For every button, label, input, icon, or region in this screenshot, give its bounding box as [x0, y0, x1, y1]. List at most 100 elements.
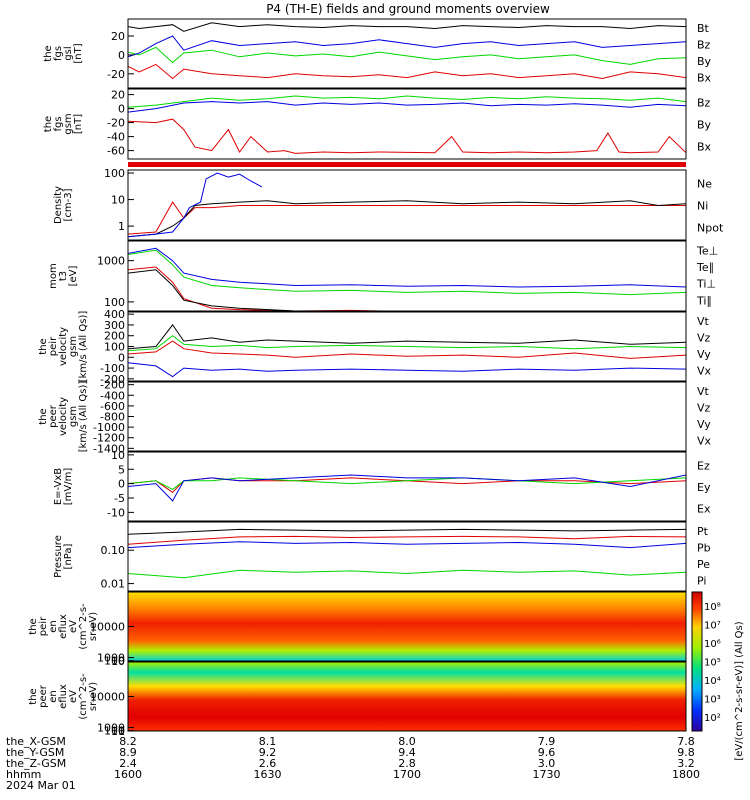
y-tick-label: -200: [100, 373, 125, 386]
y-tick-label: 100: [104, 725, 125, 738]
y-axis-label-line: en: [48, 620, 59, 633]
y-axis-label-line: [mV/m]: [63, 468, 74, 506]
legend-entry: Bz: [697, 97, 711, 110]
y-tick-label: 10: [111, 655, 125, 668]
panel-efield: 105 0-5-10 E=-VxB [mV/m] Ez Ey Ex: [53, 449, 711, 522]
y-axis-label-line: Pressure: [53, 535, 64, 578]
legend-entry: Vy: [697, 348, 711, 361]
data-quality-bar: [128, 162, 686, 167]
colorbar-label: [eV/(cm^2-s-sr-eV)] (All Qs): [734, 621, 745, 760]
y-axis-label-line: sr-eV): [88, 682, 99, 711]
legend-entry: Bx: [697, 71, 712, 84]
x-tick-label: 3.2: [677, 757, 695, 770]
x-tick-label: 2.4: [119, 757, 137, 770]
y-tick-label: -1000: [93, 421, 125, 434]
x-tick-label: 7.9: [538, 735, 556, 748]
x-tick-label: 2.8: [398, 757, 416, 770]
colorbar-tick-label: 10⁴: [704, 676, 721, 687]
y-axis-label-line: sr-eV): [88, 612, 99, 641]
y-tick-label: 100: [104, 655, 125, 668]
legend-entry: Pb: [697, 542, 711, 555]
colorbar-tick-label: 10⁸: [704, 602, 721, 613]
x-tick-label: 9.4: [398, 746, 416, 759]
x-tick-label: 1800: [672, 768, 700, 781]
x-axis-labels: the_X-GSM 8.2 8.1 8.0 7.9 7.8 the_Y-GSM 8.9 9.2 9…: [6, 735, 700, 792]
legend-entry: Ti∥: [696, 294, 712, 307]
x-tick-label: 8.1: [259, 735, 277, 748]
y-tick-label: 1: [118, 220, 125, 233]
legend-entry: Vz: [697, 402, 711, 415]
series-line-peir_velocity-1: [128, 340, 686, 359]
series-line-density-0: [128, 201, 686, 235]
y-axis-label-line: [cm-3]: [63, 188, 74, 221]
legend-entry: Vt: [697, 385, 710, 398]
y-axis-label-line: [nT]: [73, 114, 84, 134]
y-axis-label-line: the: [28, 688, 39, 704]
y-axis-label-line: fgs: [53, 46, 64, 61]
y-tick-label: -40: [107, 131, 125, 144]
colorbar-tick-label: 10⁵: [704, 658, 721, 669]
y-tick-label: 0: [118, 351, 125, 364]
series-line-temperature-3: [128, 249, 686, 296]
panel-frame: [127, 88, 687, 160]
y-tick-label: 0: [118, 478, 125, 491]
y-axis-label-line: gsm: [63, 113, 74, 134]
y-tick-label: 100: [104, 341, 125, 354]
series-line-fgs_dsl-3: [128, 35, 686, 58]
series-line-pressure-3: [128, 541, 686, 549]
series-line-fgs_gsm-2: [128, 101, 686, 113]
series-line-fgs_dsl-2: [128, 46, 686, 65]
y-tick-label: -100: [100, 362, 125, 375]
series-line-pressure-0: [128, 528, 686, 535]
y-axis-label-line: peer: [48, 404, 59, 428]
series-line-pressure-2: [128, 569, 686, 579]
legend-entry: Te⊥: [696, 244, 718, 257]
y-tick-label: 100: [104, 167, 125, 180]
legend-entry: Pe: [697, 558, 710, 571]
legend-entry: Vz: [697, 332, 711, 345]
y-tick-label: -200: [100, 379, 125, 392]
y-tick-label: -20: [107, 68, 125, 81]
panel-frame: [127, 169, 687, 241]
y-axis-label-line: velocity: [58, 327, 69, 366]
y-axis-label-line: the: [38, 408, 49, 424]
x-tick-label: 8.0: [398, 735, 416, 748]
series-line-peir_velocity-2: [128, 335, 686, 352]
date-label: 2024 Mar 01: [6, 779, 76, 792]
y-axis-label-line: Density: [53, 186, 64, 224]
series-line-temperature-1: [128, 269, 313, 311]
y-tick-label: 10: [111, 194, 125, 207]
y-axis-label-line: [eV]: [68, 266, 79, 287]
legend-entry: Ey: [697, 481, 711, 494]
x-tick-label: 2.6: [259, 757, 277, 770]
series-line-peir_velocity-0: [128, 324, 686, 350]
y-tick-label: 0: [118, 103, 125, 116]
legend-entry: Vx: [697, 434, 712, 447]
panel-frame: [127, 381, 687, 452]
y-tick-label: 10000: [90, 621, 125, 634]
legend-entry: Te∥: [696, 261, 714, 274]
x-tick-label: 1630: [254, 768, 282, 781]
legend-entry: Vy: [697, 418, 711, 431]
y-axis-label-line: velocity: [58, 397, 69, 436]
series-line-efield-0: [128, 477, 686, 493]
y-axis-label-line: gsm: [68, 406, 79, 427]
legend-entry: Vx: [697, 364, 712, 377]
y-axis-label-line: the: [38, 338, 49, 354]
colorbar-tick-label: 10⁷: [704, 621, 721, 632]
y-tick-label: 20: [111, 30, 125, 43]
y-tick-label: 400: [104, 308, 125, 321]
panel-peer_velocity: -200-400-600-800-1000-1200-1400 the peer ve…: [38, 379, 712, 456]
y-tick-label: 1000: [97, 722, 125, 735]
x-tick-label: 1700: [393, 768, 421, 781]
legend-entry: Pi: [697, 574, 706, 587]
y-tick-label: 0: [118, 49, 125, 62]
x-axis-row-label: the_X-GSM: [6, 735, 66, 748]
y-axis-label-line: gsm: [68, 336, 79, 357]
legend-entry: By: [697, 55, 712, 68]
y-axis-label-line: en: [48, 690, 59, 703]
panel-temperature: 1000 100 mom t3 [eV] Te⊥ Te∥ Ti⊥ Ti∥: [48, 240, 718, 312]
